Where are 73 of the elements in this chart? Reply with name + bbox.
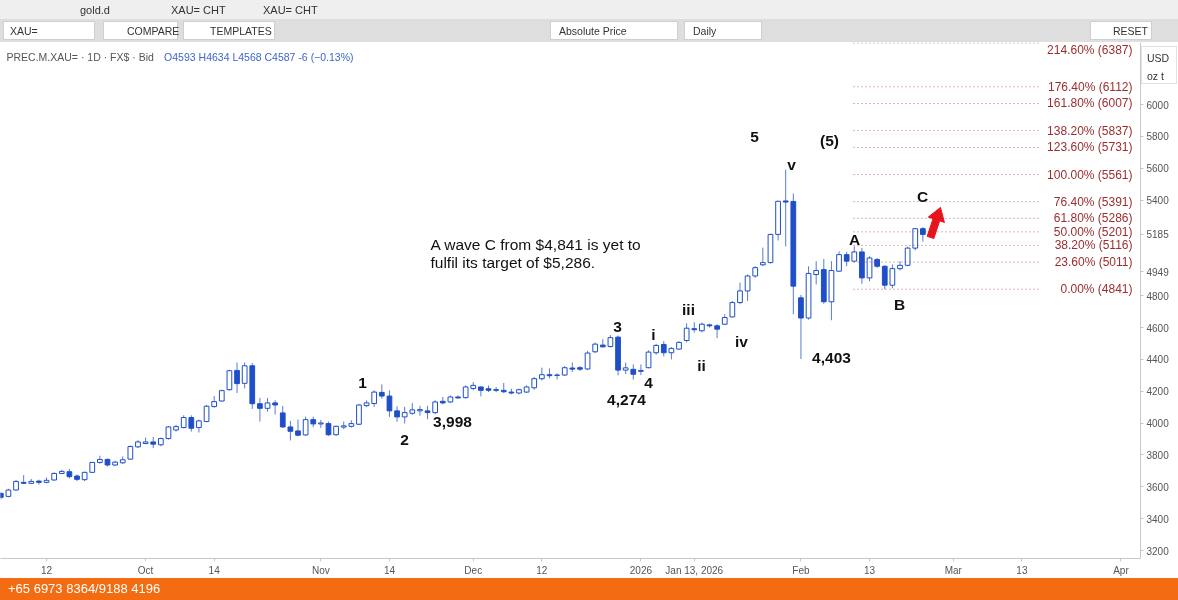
ref-line-label: 176.40% (6112) xyxy=(1048,79,1133,94)
annotation: 5 xyxy=(750,127,760,145)
annotation: ii xyxy=(697,357,706,374)
annotation: i xyxy=(651,326,656,343)
annotation: (5) xyxy=(820,132,839,149)
annotation: A xyxy=(848,231,861,248)
annotation: 3 xyxy=(613,317,623,335)
y-tick-label: 5400 xyxy=(1146,195,1170,207)
text: O4593 H4634 L4568 C4587 -6 (−0.13%) xyxy=(164,50,354,63)
x-tick-label: 2026 xyxy=(629,564,653,576)
text: RESET xyxy=(1113,24,1149,39)
ref-line-label: 123.60% (5731) xyxy=(1047,140,1133,155)
ref-line-label: 61.80% (5286) xyxy=(1053,211,1133,226)
ref-line-label: 161.80% (6007) xyxy=(1047,96,1133,111)
text: XAU= xyxy=(10,24,38,39)
x-tick-label: Apr xyxy=(1113,564,1130,576)
annotation: 4,403 xyxy=(812,348,852,366)
annotation: B xyxy=(893,296,906,313)
y-tick-label: 5600 xyxy=(1146,163,1170,175)
x-tick-label: Oct xyxy=(137,564,154,576)
ref-line-label: 0.00% (4841) xyxy=(1060,282,1133,297)
annotation: 4 xyxy=(644,373,654,391)
y-tick-label: 3600 xyxy=(1146,481,1170,493)
text: XAU= CHT xyxy=(263,3,318,18)
x-tick-label: 13 xyxy=(863,564,876,576)
text: Daily xyxy=(693,24,717,39)
x-tick-label: Jan 13, 2026 xyxy=(665,564,724,576)
annotation: C xyxy=(916,188,929,205)
text: +65 6973 8364/9188 4196 xyxy=(0,578,1178,600)
y-tick-label: 3400 xyxy=(1146,513,1170,525)
text: TEMPLATES xyxy=(210,24,272,39)
y-tick-label: 3800 xyxy=(1146,449,1170,461)
x-tick-label: Mar xyxy=(944,564,963,576)
x-tick-label: Nov xyxy=(311,564,330,576)
x-tick-label: Dec xyxy=(464,564,483,576)
y-tick-label: 4400 xyxy=(1146,354,1170,366)
text: gold.d xyxy=(80,3,110,18)
text: Absolute Price xyxy=(559,24,627,39)
ref-line-label: 214.60% (6387) xyxy=(1047,42,1133,57)
y-tick-label: 5800 xyxy=(1146,131,1170,143)
x-tick-label: Feb xyxy=(792,564,810,576)
annotation: v xyxy=(787,156,797,173)
ref-line-label: 76.40% (5391) xyxy=(1053,194,1133,209)
ref-line-label: 23.60% (5011) xyxy=(1054,255,1133,270)
y-tick-label: 4600 xyxy=(1146,322,1170,334)
y-tick-label: 4000 xyxy=(1146,418,1170,430)
y-tick-label: 3200 xyxy=(1146,545,1170,557)
y-tick-label: 4200 xyxy=(1146,386,1170,398)
y-tick-label: 4800 xyxy=(1146,290,1170,302)
y-tick-label: 4949 xyxy=(1146,266,1170,278)
annotation: 4,274 xyxy=(607,390,647,408)
annotation: iii xyxy=(682,301,695,318)
x-tick-label: 12 xyxy=(536,564,548,576)
text: PREC.M.XAU= · 1D · FX$ · Bid xyxy=(6,50,154,63)
annotation: 2 xyxy=(400,430,409,448)
x-tick-label: 13 xyxy=(1016,564,1028,576)
ref-line-label: 50.00% (5201) xyxy=(1053,224,1133,239)
text: oz t xyxy=(1147,69,1164,84)
y-tick-label: 5185 xyxy=(1146,229,1170,241)
x-tick-label: 14 xyxy=(208,564,221,576)
ref-line-label: 100.00% (5561) xyxy=(1047,167,1133,182)
y-tick-label: 6000 xyxy=(1146,99,1170,111)
x-tick-label: 14 xyxy=(383,564,396,576)
annotation: 1 xyxy=(358,373,368,391)
ref-line-label: 138.20% (5837) xyxy=(1047,123,1133,138)
text: XAU= CHT xyxy=(171,3,226,18)
annotation: 3,998 xyxy=(433,412,473,430)
annotation: A wave C from $4,841 is yet to fulfil its target of $5,286. xyxy=(430,235,641,272)
annotation: iv xyxy=(735,333,749,350)
x-tick-label: 12 xyxy=(40,564,53,576)
ref-line-label: 38.20% (5116) xyxy=(1054,238,1133,253)
text: USD xyxy=(1147,51,1170,66)
text: COMPARE xyxy=(127,24,180,39)
